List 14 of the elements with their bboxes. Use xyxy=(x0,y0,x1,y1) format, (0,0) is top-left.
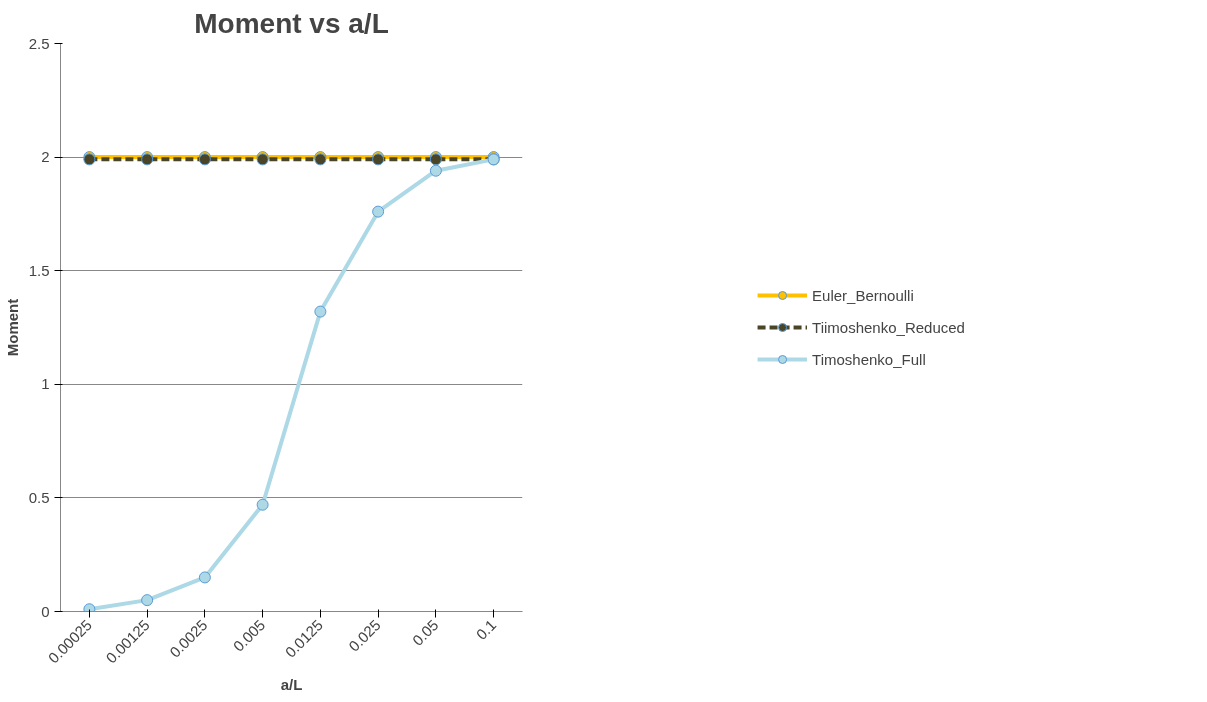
y-tick-label: 1.5 xyxy=(28,261,50,279)
x-tick-label: 0.1 xyxy=(472,616,500,643)
legend-label: Tiimoshenko_Reduced xyxy=(812,318,965,336)
x-tick-label: 0.05 xyxy=(408,616,442,649)
y-axis-title: Moment xyxy=(3,298,21,357)
x-axis-title: a/L xyxy=(280,675,303,693)
y-tick-label: 0.5 xyxy=(28,488,50,506)
y-tick-label: 2.5 xyxy=(28,34,50,52)
chart-title: Moment vs a/L xyxy=(194,7,389,39)
y-tick-label: 2 xyxy=(41,148,50,166)
y-tick-label: 0 xyxy=(41,602,50,620)
legend-label: Timoshenko_Full xyxy=(812,350,926,368)
legend-label: Euler_Bernoulli xyxy=(812,286,914,304)
y-tick-label: 1 xyxy=(41,375,50,393)
